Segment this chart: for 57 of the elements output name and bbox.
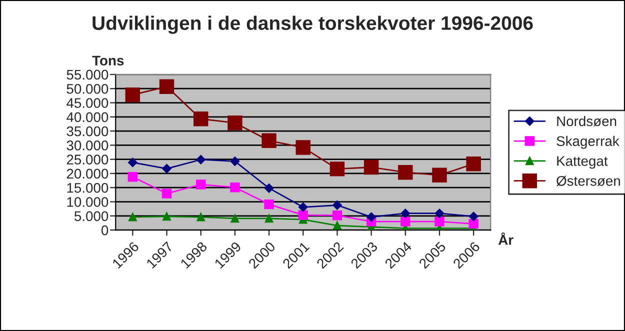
point xyxy=(264,214,274,223)
point xyxy=(262,133,276,148)
y-tick-label: 10.000 xyxy=(67,197,108,207)
y-tick-label: 40.000 xyxy=(66,112,108,122)
y-tick-label: 0 xyxy=(102,225,108,236)
point xyxy=(230,156,240,166)
y-tick-label: 20.000 xyxy=(66,168,108,179)
point xyxy=(125,87,140,102)
point xyxy=(193,112,208,126)
point xyxy=(333,221,342,230)
point xyxy=(398,164,413,180)
point xyxy=(128,212,137,222)
y-tick-label: 35.000 xyxy=(66,126,108,136)
y-tick-label: 45.000 xyxy=(66,98,108,108)
legend-label: Skagerrak xyxy=(556,136,620,149)
point xyxy=(332,200,342,210)
point xyxy=(432,168,447,183)
point xyxy=(298,210,308,220)
point xyxy=(128,172,138,182)
point xyxy=(196,212,206,222)
point xyxy=(196,154,206,164)
point xyxy=(434,216,444,226)
chart-title: Udviklingen i de danske torskekvoter 1996-2006 xyxy=(92,16,533,34)
point xyxy=(466,156,481,172)
point xyxy=(298,202,308,212)
point xyxy=(162,164,172,174)
point xyxy=(196,180,206,190)
point xyxy=(296,140,310,155)
point xyxy=(159,79,174,94)
point xyxy=(364,160,379,175)
point xyxy=(468,218,478,229)
y-tick-label: 25.000 xyxy=(66,154,108,164)
legend-label: Østersøen xyxy=(556,176,620,186)
y-axis-title: Tons xyxy=(92,56,124,66)
point xyxy=(264,184,274,193)
point xyxy=(366,212,376,222)
point xyxy=(400,216,410,226)
point xyxy=(162,212,171,221)
point xyxy=(162,188,172,198)
y-tick-label: 5.000 xyxy=(74,211,108,222)
x-axis-title: År xyxy=(498,232,514,245)
legend-label: Kattegat xyxy=(557,156,608,169)
point xyxy=(332,210,342,220)
point xyxy=(128,158,138,168)
y-tick-label: 30.000 xyxy=(66,140,108,150)
point xyxy=(400,208,410,218)
legend-label: Nordsøen xyxy=(557,116,616,126)
y-tick-label: 55.000 xyxy=(66,70,108,80)
point xyxy=(434,208,444,218)
point xyxy=(264,199,274,210)
point xyxy=(230,182,240,192)
point xyxy=(330,162,345,176)
point xyxy=(228,115,242,130)
y-tick-label: 15.000 xyxy=(67,182,108,193)
point xyxy=(230,214,240,223)
y-tick-label: 50.000 xyxy=(66,84,108,94)
point xyxy=(468,212,478,222)
